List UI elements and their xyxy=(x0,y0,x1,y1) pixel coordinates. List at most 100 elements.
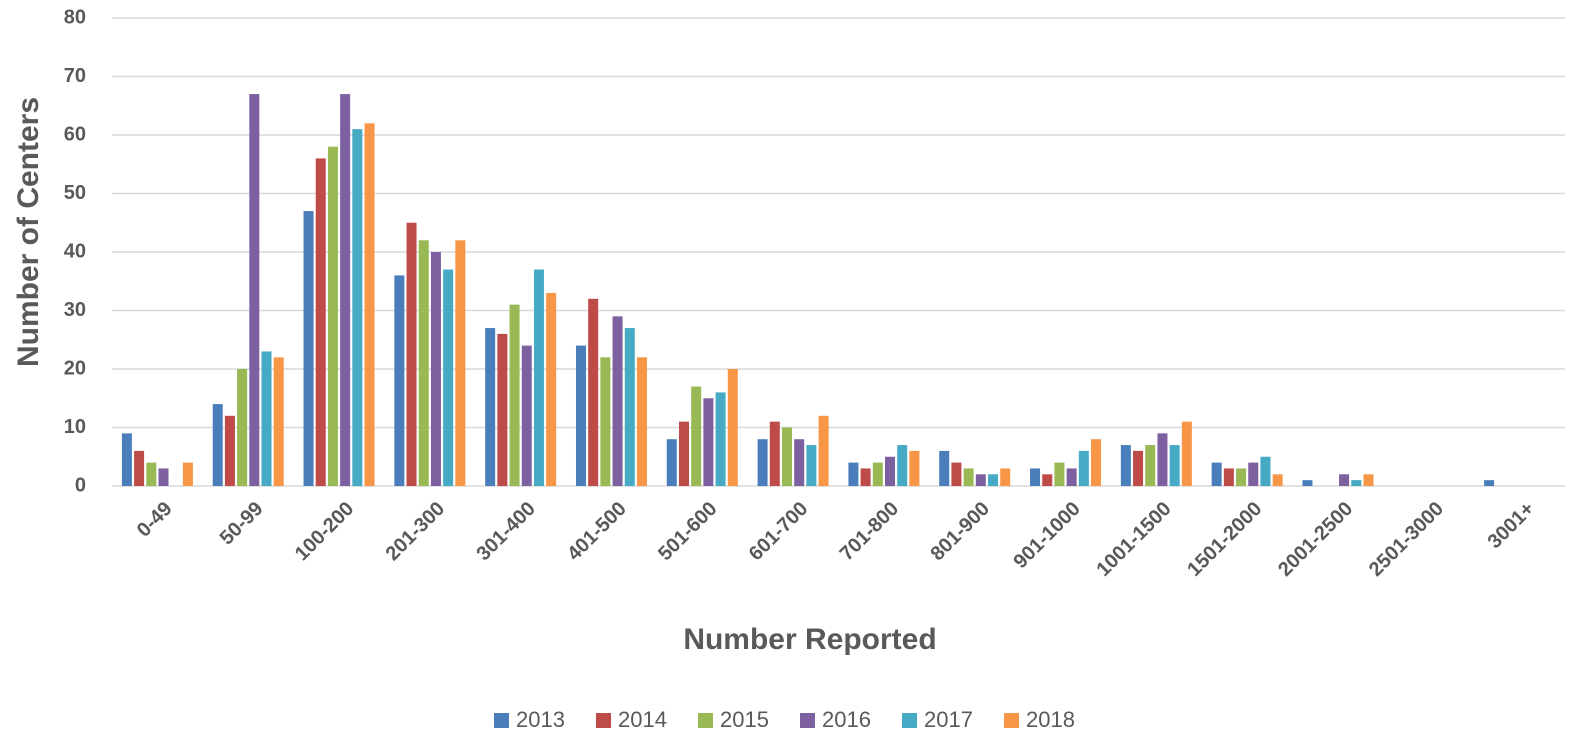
bar xyxy=(121,433,132,486)
x-tick-label: 801-900 xyxy=(927,498,994,565)
bar xyxy=(975,474,986,486)
bar xyxy=(455,240,466,486)
legend-label: 2015 xyxy=(720,707,769,732)
bar xyxy=(909,450,920,486)
bar xyxy=(757,439,768,486)
bar xyxy=(1120,445,1131,486)
bar xyxy=(1484,480,1495,486)
legend-label: 2018 xyxy=(1026,707,1075,732)
bar xyxy=(364,123,375,487)
bar xyxy=(939,450,950,486)
bar xyxy=(1260,456,1271,486)
bar xyxy=(546,292,557,486)
x-tick-label: 0-49 xyxy=(133,498,177,542)
x-tick-label: 1001-1500 xyxy=(1092,498,1175,581)
bar xyxy=(1169,445,1180,486)
bar xyxy=(988,474,999,486)
bar xyxy=(1000,468,1011,486)
bar xyxy=(1211,462,1222,486)
bar xyxy=(860,468,871,486)
x-tick-label: 50-99 xyxy=(216,498,268,550)
bar xyxy=(715,392,726,486)
bar xyxy=(1066,468,1077,486)
bar xyxy=(1133,450,1144,486)
bar xyxy=(769,421,780,486)
bar xyxy=(430,252,441,486)
x-tick-label: 100-200 xyxy=(291,498,358,565)
bar xyxy=(1363,474,1374,486)
bar xyxy=(273,357,284,486)
bar xyxy=(588,298,599,486)
bar xyxy=(158,468,169,486)
bar xyxy=(624,328,635,486)
bar xyxy=(1042,474,1053,486)
bar xyxy=(418,240,429,486)
y-tick-label: 40 xyxy=(64,240,86,262)
bar xyxy=(1351,480,1362,486)
y-tick-label: 50 xyxy=(64,182,86,204)
bar xyxy=(612,316,623,486)
y-tick-label: 10 xyxy=(64,416,86,438)
bar xyxy=(885,456,896,486)
bar xyxy=(727,369,738,486)
bar xyxy=(327,146,338,486)
bar xyxy=(497,333,508,486)
bar xyxy=(224,415,235,486)
legend-swatch xyxy=(698,713,713,728)
bar xyxy=(521,345,532,486)
x-tick-label: 2001-2500 xyxy=(1274,498,1357,581)
bar xyxy=(443,269,454,486)
bar xyxy=(134,450,145,486)
y-tick-label: 70 xyxy=(64,65,86,87)
bar xyxy=(703,398,714,486)
y-axis-title: Number of Centers xyxy=(12,97,45,367)
bar xyxy=(1054,462,1065,486)
bar xyxy=(1272,474,1283,486)
bar xyxy=(781,427,792,486)
bar xyxy=(1223,468,1234,486)
bar xyxy=(352,129,363,486)
bar xyxy=(1091,439,1102,486)
x-tick-label: 301-400 xyxy=(472,498,539,565)
legend-swatch xyxy=(494,713,509,728)
bar xyxy=(1145,445,1156,486)
bar xyxy=(1078,450,1089,486)
legend-label: 2014 xyxy=(618,707,667,732)
bar xyxy=(237,369,248,486)
bar xyxy=(666,439,677,486)
bar xyxy=(533,269,544,486)
legend-swatch xyxy=(1004,713,1019,728)
bar xyxy=(575,345,586,486)
bar xyxy=(1339,474,1350,486)
y-tick-label: 0 xyxy=(75,474,86,496)
legend-swatch xyxy=(902,713,917,728)
legend-label: 2016 xyxy=(822,707,871,732)
bar xyxy=(485,328,496,486)
bar xyxy=(509,304,520,486)
bar xyxy=(872,462,883,486)
y-tick-label: 60 xyxy=(64,123,86,145)
bar xyxy=(691,386,702,486)
x-tick-label: 1501-2000 xyxy=(1183,498,1266,581)
bar xyxy=(394,275,405,486)
bar xyxy=(848,462,859,486)
legend-swatch xyxy=(800,713,815,728)
bar xyxy=(806,445,817,486)
bar xyxy=(1248,462,1259,486)
legend-label: 2013 xyxy=(516,707,565,732)
x-tick-label: 701-800 xyxy=(836,498,903,565)
x-tick-label: 901-1000 xyxy=(1009,498,1084,573)
y-tick-label: 30 xyxy=(64,299,86,321)
y-tick-label: 80 xyxy=(64,6,86,28)
x-axis-title: Number Reported xyxy=(683,623,936,656)
y-tick-label: 20 xyxy=(64,357,86,379)
legend-label: 2017 xyxy=(924,707,973,732)
bar xyxy=(636,357,647,486)
bar xyxy=(1157,433,1168,486)
bar xyxy=(212,404,223,486)
bar xyxy=(951,462,962,486)
bar xyxy=(315,158,326,486)
x-tick-label: 2501-3000 xyxy=(1365,498,1448,581)
x-tick-label: 601-700 xyxy=(745,498,812,565)
